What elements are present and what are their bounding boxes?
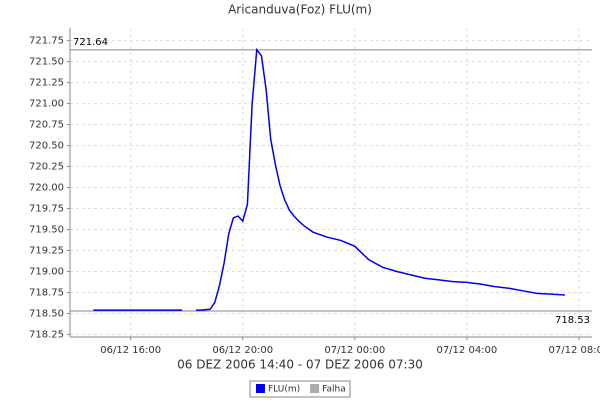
- chart-title: Aricanduva(Foz) FLU(m): [228, 3, 372, 17]
- y-tick-label: 719.25: [29, 246, 64, 257]
- legend-swatch: [256, 384, 265, 393]
- y-tick-label: 719.50: [29, 225, 64, 236]
- y-tick-label: 720.75: [29, 120, 64, 131]
- legend-swatch: [310, 384, 320, 393]
- y-tick-label: 720.00: [29, 183, 64, 194]
- x-tick-label: 07/12 04:00: [436, 345, 497, 356]
- x-axis-label: 06 DEZ 2006 14:40 - 07 DEZ 2006 07:30: [177, 358, 423, 372]
- y-tick-label: 718.75: [29, 287, 64, 298]
- x-tick-label: 07/12 08:00: [549, 345, 600, 356]
- y-tick-label: 720.50: [29, 141, 64, 152]
- legend-label: Falha: [322, 385, 346, 395]
- x-tick-label: 07/12 00:00: [324, 345, 385, 356]
- legend: [249, 380, 351, 398]
- y-tick-label: 721.50: [29, 57, 64, 68]
- y-tick-label: 718.50: [29, 308, 64, 319]
- series-line: [93, 47, 565, 311]
- marker-label: 721.64: [73, 37, 108, 48]
- legend-label: FLU(m): [268, 385, 300, 395]
- y-tick-label: 719.75: [29, 204, 64, 215]
- y-tick-label: 721.00: [29, 99, 64, 110]
- y-tick-label: 720.25: [29, 162, 64, 173]
- x-tick-label: 06/12 20:00: [212, 345, 273, 356]
- x-tick-label: 06/12 16:00: [100, 345, 161, 356]
- y-tick-label: 718.25: [29, 329, 64, 340]
- y-tick-label: 721.25: [29, 78, 64, 89]
- marker-label: 718.53: [555, 315, 590, 326]
- y-tick-label: 719.00: [29, 267, 64, 278]
- y-tick-label: 721.75: [29, 36, 64, 47]
